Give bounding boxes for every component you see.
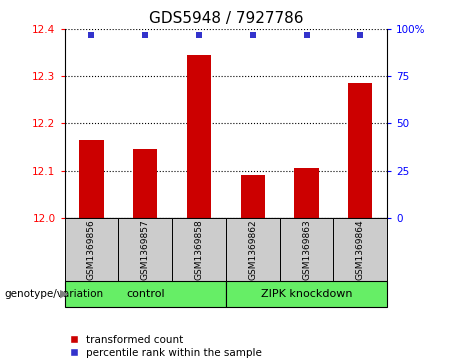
Text: GSM1369858: GSM1369858 xyxy=(195,219,203,280)
Bar xyxy=(79,140,104,218)
Bar xyxy=(348,83,372,218)
Bar xyxy=(65,218,118,281)
Bar xyxy=(295,168,319,218)
Bar xyxy=(226,281,387,307)
Bar xyxy=(118,218,172,281)
Bar xyxy=(241,175,265,218)
Text: ▶: ▶ xyxy=(60,289,68,299)
Title: GDS5948 / 7927786: GDS5948 / 7927786 xyxy=(148,12,303,26)
Text: GSM1369856: GSM1369856 xyxy=(87,219,96,280)
Bar xyxy=(280,218,333,281)
Text: GSM1369862: GSM1369862 xyxy=(248,219,257,280)
Text: genotype/variation: genotype/variation xyxy=(5,289,104,299)
Text: GSM1369863: GSM1369863 xyxy=(302,219,311,280)
Text: ZIPK knockdown: ZIPK knockdown xyxy=(261,289,352,299)
Bar xyxy=(65,281,226,307)
Text: control: control xyxy=(126,289,165,299)
Legend: transformed count, percentile rank within the sample: transformed count, percentile rank withi… xyxy=(70,335,262,358)
Bar xyxy=(333,218,387,281)
Text: GSM1369864: GSM1369864 xyxy=(356,219,365,280)
Bar xyxy=(133,150,157,218)
Bar xyxy=(226,218,280,281)
Text: GSM1369857: GSM1369857 xyxy=(141,219,150,280)
Bar xyxy=(187,55,211,218)
Bar xyxy=(172,218,226,281)
